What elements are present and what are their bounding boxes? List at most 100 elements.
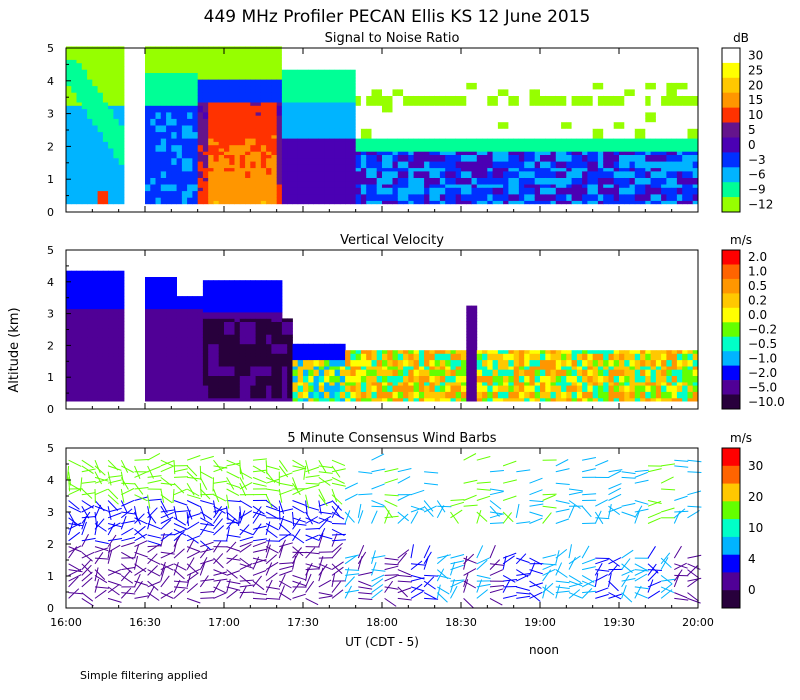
heatmap-cell <box>255 184 262 188</box>
heatmap-cell <box>224 102 230 106</box>
heatmap-cell <box>266 49 272 54</box>
heatmap-cell <box>439 118 446 123</box>
heatmap-cell <box>250 92 256 96</box>
heatmap-cell <box>608 52 615 57</box>
heatmap-cell <box>392 128 399 133</box>
heatmap-cell <box>266 125 272 129</box>
heatmap-cell <box>608 167 615 172</box>
heatmap-cell <box>624 72 630 77</box>
heatmap-cell <box>434 79 441 83</box>
heatmap-cell <box>561 112 567 116</box>
heatmap-cell <box>239 89 246 93</box>
heatmap-cell <box>166 79 172 83</box>
heatmap-cell <box>113 157 120 162</box>
heatmap-cell <box>145 79 151 83</box>
heatmap-cell <box>339 187 346 192</box>
heatmap-cell <box>266 164 272 169</box>
heatmap-cell <box>150 59 156 64</box>
heatmap-cell <box>260 151 267 155</box>
heatmap-cell <box>576 121 583 126</box>
heatmap-cell <box>266 177 272 182</box>
heatmap-cell <box>202 85 209 90</box>
heatmap-cell <box>102 157 109 162</box>
heatmap-cell <box>71 62 77 67</box>
heatmap-cell <box>271 154 278 159</box>
heatmap-cell <box>260 82 267 87</box>
heatmap-cell <box>360 85 367 90</box>
heatmap-cell <box>461 49 467 54</box>
heatmap-cell <box>366 75 372 80</box>
heatmap-cell <box>145 52 151 57</box>
heatmap-cell <box>81 151 88 155</box>
heatmap-cell <box>76 108 83 113</box>
heatmap-cell <box>276 121 283 126</box>
heatmap-cell <box>497 144 504 149</box>
heatmap-cell <box>403 108 409 113</box>
heatmap-cell <box>476 164 483 169</box>
heatmap-cell <box>387 138 393 142</box>
heatmap-cell <box>487 180 493 185</box>
heatmap-cell <box>492 200 499 205</box>
heatmap-cell <box>503 154 509 159</box>
heatmap-cell <box>518 171 525 175</box>
heatmap-cell <box>461 144 467 149</box>
heatmap-cell <box>534 98 541 103</box>
heatmap-cell <box>171 125 177 129</box>
heatmap-cell <box>292 138 299 142</box>
heatmap-cell <box>324 131 330 136</box>
heatmap-cell <box>229 144 235 149</box>
heatmap-cell <box>271 174 278 178</box>
heatmap-cell <box>497 151 504 155</box>
heatmap-cell <box>224 164 230 169</box>
heatmap-cell <box>271 108 278 113</box>
heatmap-cell <box>281 177 288 182</box>
heatmap-cell <box>376 197 383 201</box>
heatmap-cell <box>487 82 493 87</box>
heatmap-cell <box>408 128 414 133</box>
heatmap-cell <box>271 141 278 146</box>
heatmap-cell <box>582 95 588 100</box>
heatmap-cell <box>271 134 278 139</box>
heatmap-cell <box>281 167 288 172</box>
heatmap-cell <box>176 138 183 142</box>
heatmap-cell <box>597 102 604 106</box>
heatmap-cell <box>413 105 420 110</box>
heatmap-cell <box>187 69 193 73</box>
heatmap-cell <box>202 167 209 172</box>
heatmap-cell <box>202 118 209 123</box>
heatmap-cell <box>576 148 583 152</box>
heatmap-cell <box>334 190 341 195</box>
heatmap-cell <box>534 180 541 185</box>
heatmap-cell <box>303 121 309 126</box>
heatmap-cell <box>345 151 351 155</box>
heatmap-cell <box>429 194 436 198</box>
heatmap-cell <box>508 102 515 106</box>
heatmap-cell <box>313 134 320 139</box>
heatmap-cell <box>497 62 504 67</box>
heatmap-cell <box>260 56 267 60</box>
heatmap-cell <box>461 141 467 146</box>
heatmap-cell <box>408 187 414 192</box>
heatmap-cell <box>287 187 293 192</box>
heatmap-cell <box>387 187 393 192</box>
heatmap-cell <box>239 56 246 60</box>
heatmap-cell <box>439 200 446 205</box>
heatmap-cell <box>534 200 541 205</box>
heatmap-cell <box>271 167 278 172</box>
heatmap-cell <box>160 118 167 123</box>
heatmap-cell <box>81 75 88 80</box>
heatmap-cell <box>187 194 193 198</box>
heatmap-cell <box>360 128 367 133</box>
heatmap-cell <box>608 148 615 152</box>
heatmap-cell <box>229 184 235 188</box>
heatmap-cell <box>229 171 235 175</box>
heatmap-cell <box>471 102 478 106</box>
heatmap-cell <box>150 72 156 77</box>
heatmap-cell <box>461 161 467 165</box>
heatmap-cell <box>181 144 188 149</box>
heatmap-cell <box>176 105 183 110</box>
heatmap-cell <box>297 128 304 133</box>
heatmap-cell <box>245 66 251 70</box>
heatmap-cell <box>482 72 488 77</box>
heatmap-cell <box>408 72 414 77</box>
